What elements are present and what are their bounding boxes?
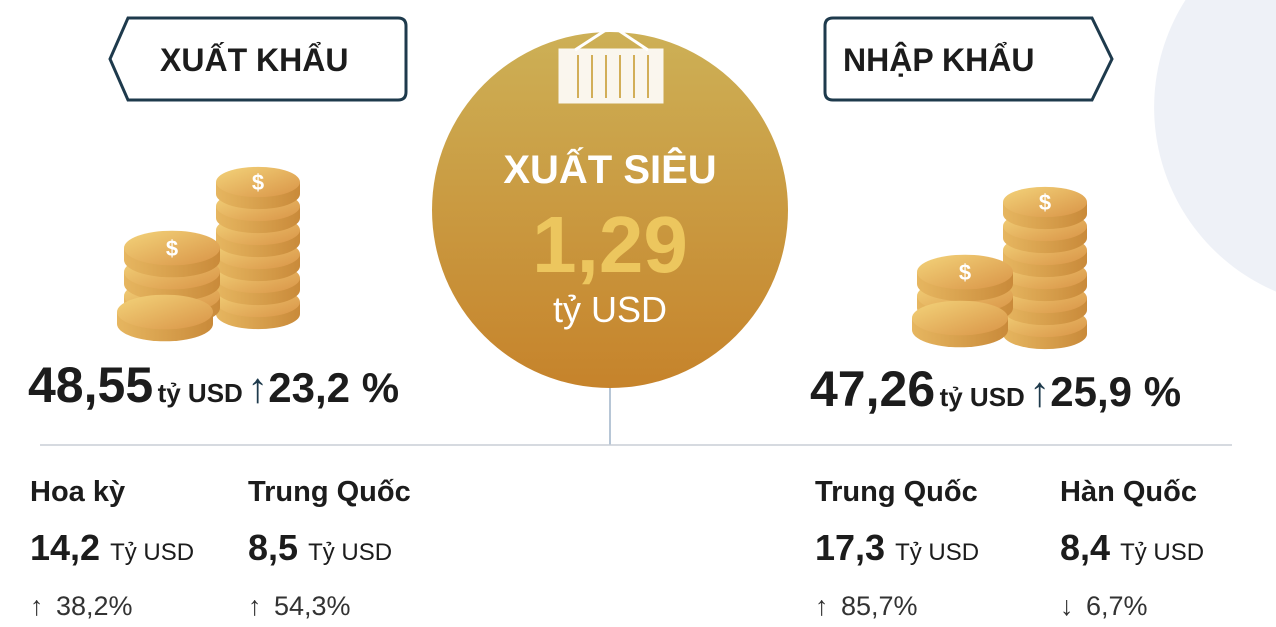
value: 48,55 bbox=[28, 357, 153, 413]
infographic: $$$$ XUẤT KHẨU NHẬP KHẨU XUẤT SIÊU 1,29 … bbox=[0, 0, 1276, 627]
unit: Tỷ USD bbox=[895, 539, 979, 566]
value: 47,26 bbox=[810, 361, 935, 417]
unit: Tỷ USD bbox=[1120, 539, 1204, 566]
unit: tỷ USD bbox=[158, 378, 243, 408]
arrow-up: ↑ bbox=[247, 364, 268, 411]
partner-value: 8,5 Tỷ USD bbox=[248, 530, 392, 566]
partner-change: 54,3% bbox=[274, 593, 351, 620]
partner-change: 85,7% bbox=[841, 593, 918, 620]
export-total: 48,55 tỷ USD ↑23,2 % bbox=[28, 360, 399, 410]
value: 8,5 bbox=[248, 527, 298, 568]
partner-name: Trung Quốc bbox=[815, 478, 978, 507]
coin-part: $ bbox=[959, 260, 971, 285]
value: 8,4 bbox=[1060, 527, 1110, 568]
value: 14,2 bbox=[30, 527, 100, 568]
unit: Tỷ USD bbox=[308, 539, 392, 566]
arrow: ↓ bbox=[1060, 593, 1074, 620]
arrow: ↑ bbox=[815, 593, 829, 620]
partner-value: 14,2 Tỷ USD bbox=[30, 530, 194, 566]
unit: Tỷ USD bbox=[110, 539, 194, 566]
export-label: XUẤT KHẨU bbox=[160, 44, 348, 76]
surplus-value: 1,29 bbox=[460, 205, 760, 285]
value: 17,3 bbox=[815, 527, 885, 568]
partner-name: Trung Quốc bbox=[248, 478, 411, 507]
surplus-unit: tỷ USD bbox=[460, 292, 760, 328]
partner-value: 8,4 Tỷ USD bbox=[1060, 530, 1204, 566]
import-total: 47,26 tỷ USD ↑25,9 % bbox=[810, 364, 1181, 414]
coin-part bbox=[117, 295, 213, 330]
decor bbox=[1154, 0, 1276, 300]
unit: tỷ USD bbox=[940, 382, 1025, 412]
partner-change: 38,2% bbox=[56, 593, 133, 620]
coin-part bbox=[912, 301, 1008, 336]
arrow: ↑ bbox=[30, 593, 44, 620]
partner-change: 6,7% bbox=[1086, 593, 1148, 620]
import-label: NHẬP KHẨU bbox=[843, 44, 1034, 76]
partner-value: 17,3 Tỷ USD bbox=[815, 530, 979, 566]
coin-part: $ bbox=[1039, 190, 1051, 215]
coin-part: $ bbox=[166, 236, 178, 261]
arrow: ↑ bbox=[248, 593, 262, 620]
growth: 23,2 % bbox=[268, 364, 399, 411]
partner-name: Hoa kỳ bbox=[30, 478, 125, 507]
partner-name: Hàn Quốc bbox=[1060, 478, 1197, 507]
growth: 25,9 % bbox=[1050, 368, 1181, 415]
surplus-label: XUẤT SIÊU bbox=[460, 150, 760, 190]
coin-part: $ bbox=[252, 170, 264, 195]
arrow-up: ↑ bbox=[1029, 368, 1050, 415]
container-icon bbox=[560, 14, 662, 102]
